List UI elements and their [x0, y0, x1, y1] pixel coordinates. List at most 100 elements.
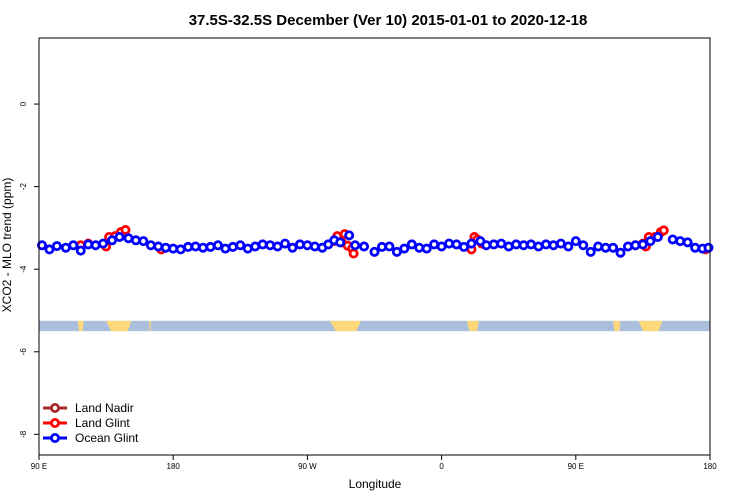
legend-marker [50, 417, 61, 428]
data-point [335, 237, 346, 248]
data-point [570, 236, 581, 247]
data-point [645, 236, 656, 247]
data-point [107, 235, 118, 246]
x-axis: 90 E 180 90 W 0 90 E 180 [31, 455, 717, 471]
data-point [130, 235, 141, 246]
legend-item: Land Nadir [43, 401, 134, 415]
x-tick-label: 90 E [568, 462, 584, 471]
data-point [36, 240, 47, 251]
data-point [593, 241, 604, 252]
data-point [622, 241, 633, 252]
data-point [667, 234, 678, 245]
data-point [75, 245, 86, 256]
data-point [399, 243, 410, 254]
data-point [160, 242, 171, 253]
data-point [630, 240, 641, 251]
data-point [421, 243, 432, 254]
x-tick-label: 0 [439, 462, 444, 471]
data-point [540, 239, 551, 250]
land-mass [466, 320, 479, 332]
data-point [369, 246, 380, 257]
y-tick-label: -8 [19, 430, 28, 438]
data-point [153, 241, 164, 252]
y-tick-label: -2 [19, 183, 28, 191]
data-point [690, 242, 701, 253]
chart-title: 37.5S-32.5S December (Ver 10) 2015-01-01… [189, 12, 588, 29]
legend-item: Land Glint [43, 416, 130, 430]
data-point [637, 239, 648, 250]
x-tick-label: 90 E [31, 462, 47, 471]
land-mass [638, 320, 663, 332]
data-point [359, 241, 370, 252]
data-point [309, 241, 320, 252]
legend-marker [50, 402, 61, 413]
data-point [348, 248, 359, 259]
y-tick-label: 0 [19, 101, 28, 106]
data-point [68, 240, 79, 251]
legend-label: Land Glint [75, 416, 130, 430]
data-point [563, 241, 574, 252]
data-point [344, 230, 355, 241]
data-point [294, 239, 305, 250]
data-point [265, 240, 276, 251]
data-point [384, 241, 395, 252]
data-point [145, 240, 156, 251]
x-tick-label: 90 W [298, 462, 317, 471]
y-axis: 0 -2 -4 -6 -8 [19, 101, 39, 438]
data-point [548, 240, 559, 251]
legend-label: Ocean Glint [75, 431, 139, 445]
data-point [205, 241, 216, 252]
x-tick-label: 180 [167, 462, 181, 471]
legend-item: Ocean Glint [43, 431, 139, 445]
data-point [198, 242, 209, 253]
ocean-band [39, 320, 710, 332]
data-point [481, 240, 492, 251]
series-layer [36, 224, 714, 259]
data-point [585, 246, 596, 257]
data-point [682, 237, 693, 248]
data-point [90, 240, 101, 251]
land-mass [149, 320, 151, 332]
data-point [120, 224, 131, 235]
y-tick-label: -6 [19, 348, 28, 356]
data-point [257, 239, 268, 250]
data-point [44, 244, 55, 255]
data-point [138, 236, 149, 247]
data-point [190, 241, 201, 252]
legend-label: Land Nadir [75, 401, 134, 415]
data-point [406, 239, 417, 250]
y-tick-label: -4 [19, 265, 28, 273]
y-axis-label: XCO2 - MLO trend (ppm) [0, 178, 14, 313]
data-point [488, 239, 499, 250]
land-mass [77, 320, 84, 332]
data-point [458, 241, 469, 252]
x-axis-label: Longitude [349, 477, 402, 491]
data-point [287, 242, 298, 253]
data-point [114, 232, 125, 243]
map-strip [39, 320, 710, 332]
data-point [227, 241, 238, 252]
data-point [235, 240, 246, 251]
data-point [608, 242, 619, 253]
data-point [280, 238, 291, 249]
data-point [518, 240, 529, 251]
plot-frame [38, 37, 711, 456]
data-point [83, 239, 94, 250]
data-point [466, 238, 477, 249]
data-point [615, 247, 626, 258]
data-point [511, 239, 522, 250]
land-mass [329, 320, 362, 332]
legend-marker [50, 432, 61, 443]
data-point [675, 236, 686, 247]
x-tick-label: 180 [703, 462, 717, 471]
data-point [220, 243, 231, 254]
land-mass [106, 320, 132, 332]
data-point [652, 232, 663, 243]
data-point [703, 242, 714, 253]
data-point [51, 241, 62, 252]
data-point [302, 240, 313, 251]
data-point [168, 243, 179, 254]
series-ocean-glint [36, 230, 714, 258]
